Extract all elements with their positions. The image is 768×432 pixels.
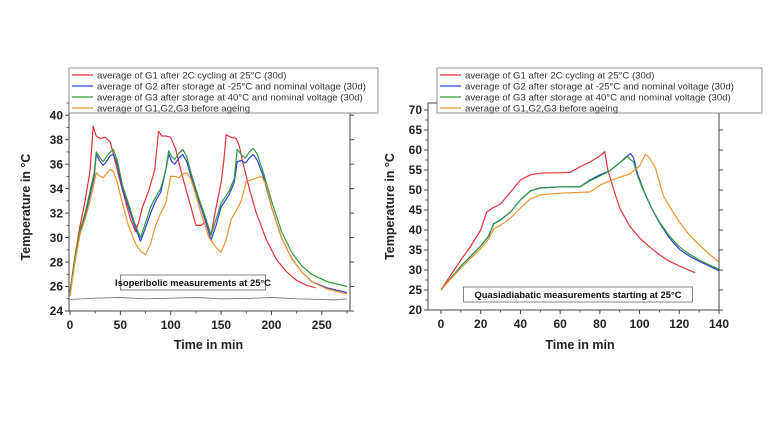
left-y-axis-title: Temperature in °C: [19, 154, 33, 261]
right-annotation: Quasiadiabatic measurements starting at …: [463, 286, 693, 303]
x-tick-label: 250: [312, 318, 332, 332]
left-chart-panel: 0 50 100 150 200 250 24 26 28 30 32 34 36 38 40 Time i…: [19, 67, 379, 352]
y-tick-label: 65: [409, 123, 423, 137]
left-annotation: Isoperibolic measurements at 25°C: [115, 274, 271, 291]
y-tick-label: 24: [50, 304, 64, 318]
y-tick-label: 60: [409, 143, 423, 157]
x-tick-label: 0: [438, 317, 445, 331]
y-tick-label: 38: [50, 133, 64, 147]
y-tick-label: 20: [409, 303, 423, 317]
left-ticks: 0 50 100 150 200 250 24 26 28 30 32 34 36 38 40: [50, 102, 354, 332]
right-legend: average of G1 after 2C cycling at 25°C (…: [436, 67, 763, 114]
x-tick-label: 20: [474, 317, 488, 331]
right-x-axis-title: Time in min: [545, 338, 614, 352]
y-tick-label: 50: [409, 183, 423, 197]
y-tick-label: 40: [409, 223, 423, 237]
legend-label: average of G2 after storage at -25°C and…: [97, 81, 366, 92]
x-tick-label: 200: [261, 318, 281, 332]
left-series-line-2: [69, 147, 348, 293]
legend-box: [68, 67, 379, 114]
y-tick-label: 30: [409, 263, 423, 277]
legend-label: average of G1 after 2C cycling at 25°C (…: [97, 70, 286, 81]
y-tick-label: 55: [409, 163, 423, 177]
x-tick-label: 40: [514, 317, 528, 331]
y-tick-label: 30: [50, 231, 64, 245]
y-tick-label: 35: [409, 243, 423, 257]
x-tick-label: 100: [630, 317, 650, 331]
left-series-layer: [69, 125, 348, 301]
x-tick-label: 60: [553, 317, 567, 331]
right-ticks: 0 20 40 60 80 100 120 140 20 25 30 35 40 45 50 55 60 65 70: [409, 103, 729, 331]
y-tick-label: 26: [50, 280, 64, 294]
right-plot-frame: [427, 102, 720, 311]
right-series-line-3: [440, 153, 719, 291]
left-series-line-4: [69, 297, 348, 301]
left-annotation-text: Isoperibolic measurements at 25°C: [115, 277, 271, 288]
x-tick-label: 140: [709, 317, 729, 331]
left-annotation-box: [120, 274, 266, 291]
y-tick-label: 32: [50, 206, 64, 220]
x-tick-label: 150: [211, 318, 231, 332]
right-series-layer: [440, 151, 719, 291]
y-tick-label: 36: [50, 157, 64, 171]
x-tick-label: 120: [669, 317, 689, 331]
right-chart-panel: 0 20 40 60 80 100 120 140 20 25 30 35 40 45 50 55 60 65 70…: [383, 67, 763, 352]
legend-label: average of G1,G2,G3 before ageing: [465, 103, 618, 114]
left-legend: average of G1 after 2C cycling at 25°C (…: [68, 67, 379, 114]
right-series-line-0: [440, 151, 696, 291]
legend-label: average of G3 after storage at 40°C and …: [97, 92, 363, 103]
left-series-line-0: [69, 125, 316, 292]
y-tick-label: 70: [409, 103, 423, 117]
y-tick-label: 28: [50, 255, 64, 269]
legend-label: average of G2 after storage at -25°C and…: [465, 81, 734, 92]
x-tick-label: 0: [67, 318, 74, 332]
right-annotation-text: Quasiadiabatic measurements starting at …: [475, 289, 682, 300]
left-series-line-1: [69, 153, 348, 294]
y-tick-label: 40: [50, 108, 64, 122]
x-tick-label: 50: [114, 318, 128, 332]
legend-label: average of G1,G2,G3 before ageing: [97, 103, 250, 114]
y-tick-label: 45: [409, 203, 423, 217]
y-tick-label: 34: [50, 182, 64, 196]
right-series-line-1: [440, 153, 719, 291]
legend-label: average of G1 after 2C cycling at 25°C (…: [465, 70, 654, 81]
x-tick-label: 80: [593, 317, 607, 331]
right-annotation-box: [463, 286, 693, 303]
right-series-line-2: [440, 155, 719, 291]
right-y-axis-title: Temperature in °C: [383, 153, 397, 260]
legend-label: average of G3 after storage at 40°C and …: [465, 92, 731, 103]
y-tick-label: 25: [409, 283, 423, 297]
x-tick-label: 100: [161, 318, 181, 332]
left-x-axis-title: Time in min: [174, 338, 243, 352]
left-series-line-3: [69, 168, 348, 297]
legend-box: [436, 67, 763, 114]
